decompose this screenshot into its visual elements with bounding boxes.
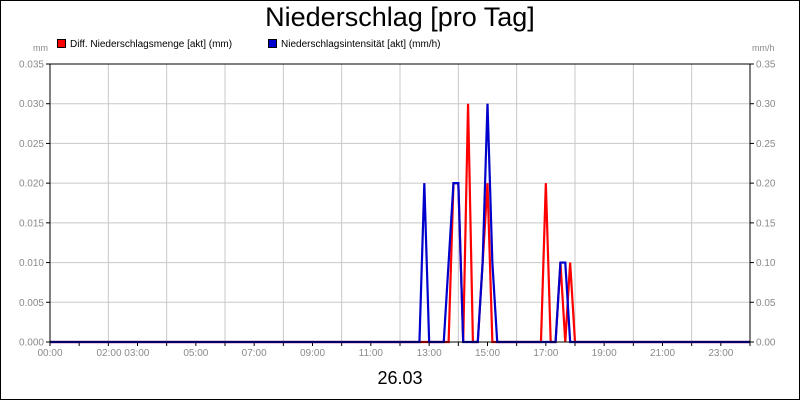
legend-item-intensitaet: Niederschlagsintensität [akt] (mm/h) (268, 39, 441, 50)
x-tick-label: 21:00 (650, 348, 675, 359)
y-right-tick-label: 0.20 (756, 179, 776, 190)
y-right-tick-label: 0.15 (756, 218, 776, 229)
legend-label-intensitaet: Niederschlagsintensität [akt] (mm/h) (281, 39, 441, 50)
x-tick-label: 07:00 (242, 348, 267, 359)
y-left-tick-label: 0.025 (19, 139, 44, 150)
y-right-tick-label: 0.00 (756, 338, 776, 349)
y-left-tick-label: 0.005 (19, 298, 44, 309)
x-tick-label: 11:00 (359, 348, 384, 359)
y-right-tick-label: 0.30 (756, 99, 776, 110)
y-left-tick-label: 0.010 (19, 258, 44, 269)
y-right-tick-label: 0.35 (756, 60, 776, 71)
legend-swatch-blue (268, 39, 277, 48)
legend-label-menge: Diff. Niederschlagsmenge [akt] (mm) (70, 39, 233, 50)
chart-title: Niederschlag [pro Tag] (265, 2, 535, 32)
x-tick-label: 05:00 (183, 348, 208, 359)
left-axis-unit: mm (33, 43, 48, 53)
y-left-tick-label: 0.035 (19, 60, 44, 71)
y-left-tick-label: 0.030 (19, 99, 44, 110)
x-tick-label: 17:00 (533, 348, 558, 359)
y-right-tick-label: 0.05 (756, 298, 776, 309)
y-left-tick-label: 0.020 (19, 179, 44, 190)
x-tick-label: 00:00 (37, 348, 62, 359)
y-left-tick-label: 0.000 (19, 338, 44, 349)
x-tick-label: 23:00 (708, 348, 733, 359)
y-left-tick-label: 0.015 (19, 218, 44, 229)
y-right-tick-label: 0.10 (756, 258, 776, 269)
x-axis-date-label: 26.03 (377, 368, 423, 388)
right-axis-unit: mm/h (752, 43, 775, 53)
plot-border (49, 63, 751, 343)
x-tick-label: 13:00 (417, 348, 442, 359)
x-tick-label: 02:00 03:00 (97, 348, 150, 359)
legend-item-menge: Diff. Niederschlagsmenge [akt] (mm) (57, 39, 232, 50)
legend-swatch-red (57, 39, 66, 48)
y-right-tick-label: 0.25 (756, 139, 776, 150)
x-tick-label: 09:00 (300, 348, 325, 359)
x-tick-label: 19:00 (592, 348, 617, 359)
x-tick-label: 15:00 (475, 348, 500, 359)
